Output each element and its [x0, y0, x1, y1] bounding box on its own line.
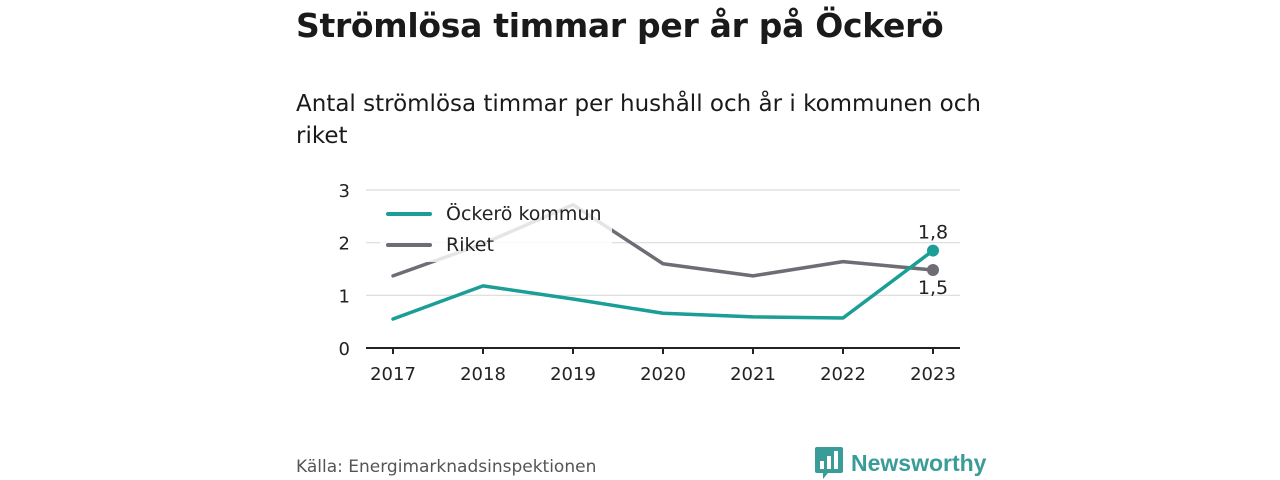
- y-tick-label: 0: [339, 339, 350, 360]
- series-line: [391, 248, 935, 321]
- end-value-label: 1,5: [918, 277, 948, 299]
- legend-label: Riket: [446, 234, 494, 256]
- end-labels: 1,8 1,5: [918, 222, 948, 299]
- brand-logo: Newsworthy: [814, 446, 986, 480]
- x-tick-label: 2021: [730, 364, 776, 385]
- y-tick-label: 2: [339, 234, 350, 255]
- x-tick-label: 2022: [820, 364, 866, 385]
- legend-background: [380, 198, 612, 262]
- x-tick-label: 2018: [460, 364, 506, 385]
- legend: Öckerö kommun Riket: [380, 198, 612, 262]
- bar-chart-speech-bubble-icon: [815, 447, 843, 479]
- end-value-label: 1,8: [918, 222, 948, 244]
- x-tick-label: 2020: [640, 364, 686, 385]
- x-tick-label: 2023: [910, 364, 956, 385]
- y-tick-label: 1: [339, 286, 350, 307]
- end-point: [927, 244, 939, 257]
- line-chart: 2017 2018 2019 2020 2021 2022 2023 0 1 2 3 Öckerö…: [339, 181, 960, 385]
- x-axis: 2017 2018 2019 2020 2021 2022 2023: [366, 347, 960, 385]
- y-axis: 0 1 2 3: [339, 181, 350, 360]
- brand-name: Newsworthy: [851, 449, 987, 476]
- chart-title: Strömlösa timmar per år på Öckerö: [296, 6, 944, 45]
- legend-label: Öckerö kommun: [446, 202, 602, 225]
- chart-subtitle: Antal strömlösa timmar per hushåll och å…: [296, 91, 981, 149]
- x-tick-label: 2019: [550, 364, 596, 385]
- x-tick-label: 2017: [370, 364, 416, 385]
- source-note: Källa: Energimarknadsinspektionen: [296, 457, 597, 477]
- end-point: [927, 264, 939, 277]
- y-tick-label: 3: [339, 181, 350, 202]
